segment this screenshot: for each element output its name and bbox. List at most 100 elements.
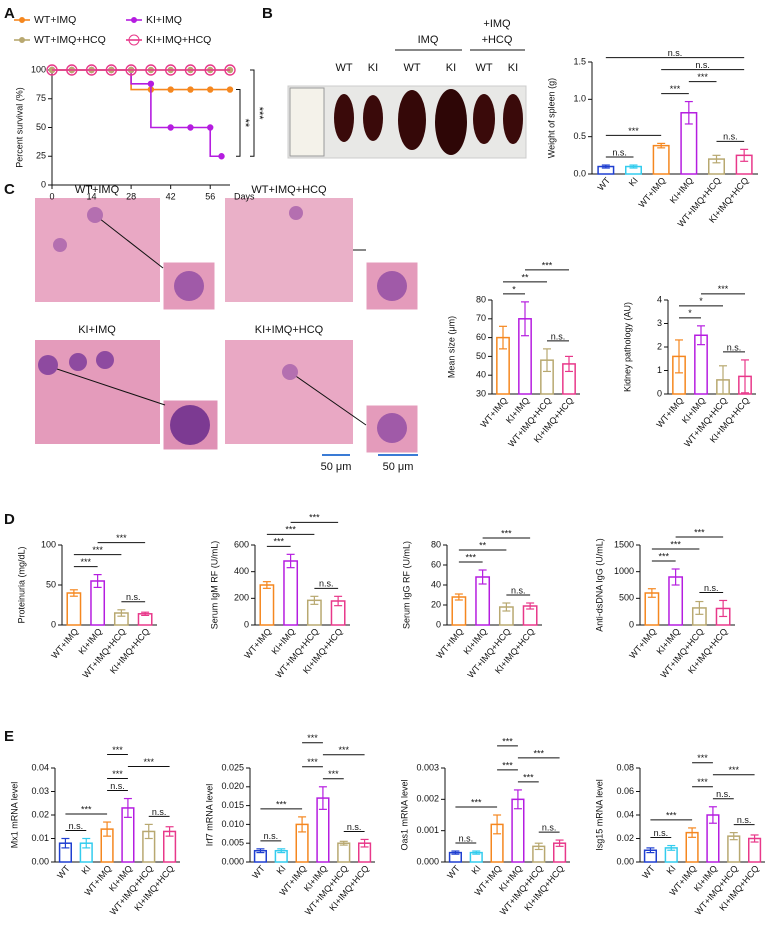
significance-label: *** <box>273 537 284 547</box>
significance-label: n.s. <box>69 821 84 831</box>
y-tick-label: 50 <box>46 579 56 589</box>
legend-marker <box>131 17 137 23</box>
y-axis-label: Serum IgG RF (U/mL) <box>401 541 411 629</box>
glomerulus <box>87 207 103 223</box>
significance-label: *** <box>628 126 639 136</box>
y-tick-label: 0.010 <box>221 819 244 829</box>
significance-label: * <box>688 308 692 318</box>
y-tick-label: 0.0 <box>573 168 586 178</box>
survival-marker <box>46 64 58 76</box>
x-tick-label: KI+IMQ <box>668 175 695 205</box>
glomerulus <box>38 355 58 375</box>
survival-marker <box>187 86 194 93</box>
y-tick-label: 1000 <box>614 566 634 576</box>
bar <box>66 592 82 626</box>
panel-label: A <box>4 5 15 22</box>
survival-line <box>52 69 230 91</box>
y-tick-label: 50 <box>36 122 46 132</box>
y-tick-label: 0 <box>244 619 249 629</box>
significance-label: n.s. <box>152 807 167 817</box>
significance-label: *** <box>143 757 154 767</box>
significance-label: n.s. <box>264 831 279 841</box>
survival-marker <box>147 80 155 88</box>
significance-label: ** <box>479 540 487 550</box>
lane-label: KI <box>368 62 378 74</box>
y-tick-label: 40 <box>476 370 486 380</box>
y-tick-label: 0.001 <box>416 825 439 835</box>
y-tick-label: 60 <box>431 559 441 569</box>
y-tick-label: 3 <box>657 318 662 328</box>
legend-label: WT+IMQ <box>34 14 76 26</box>
y-tick-label: 0.000 <box>416 856 439 866</box>
y-tick-label: 0.01 <box>31 833 49 843</box>
lane-label: WT <box>475 62 492 74</box>
survival-marker <box>224 64 236 76</box>
significance-label: n.s. <box>654 828 669 838</box>
y-tick-label: 0.03 <box>31 786 49 796</box>
y-tick-label: 500 <box>619 593 634 603</box>
survival-marker <box>204 64 216 76</box>
significance-bracket <box>236 89 241 157</box>
significance-label: *** <box>276 799 287 809</box>
significance-label: *** <box>112 745 123 755</box>
survival-marker <box>66 64 78 76</box>
significance-label: n.s. <box>319 579 334 589</box>
significance-label: *** <box>81 804 92 814</box>
bar <box>451 596 467 626</box>
x-tick-label: KI <box>79 863 92 876</box>
y-tick-label: 0.003 <box>416 762 439 772</box>
legend-label: KI+IMQ <box>146 14 182 26</box>
significance-label: *** <box>666 810 677 820</box>
histology-label: WT+IMQ+HCQ <box>251 184 327 196</box>
survival-marker <box>207 124 214 131</box>
significance-label: *** <box>670 84 681 94</box>
significance-label: *** <box>533 748 544 758</box>
significance-label: *** <box>116 533 127 543</box>
x-tick-label: WT <box>596 175 613 193</box>
significance-label: *** <box>253 107 265 121</box>
glomerulus <box>377 271 407 301</box>
significance-label: *** <box>670 539 681 549</box>
bar <box>337 842 351 863</box>
y-tick-label: 80 <box>431 539 441 549</box>
x-tick-label: WT+IMQ <box>434 626 465 660</box>
y-tick-label: 0 <box>629 619 634 629</box>
survival-marker <box>226 86 234 93</box>
significance-label: n.s. <box>542 822 557 832</box>
spleen <box>435 89 467 155</box>
survival-marker <box>207 86 214 93</box>
x-tick-label: WT+IMQ <box>478 395 509 429</box>
bar <box>283 560 299 626</box>
y-axis-label: Mean size (μm) <box>446 316 456 378</box>
y-tick-label: 0.025 <box>221 762 244 772</box>
survival-marker <box>218 153 225 160</box>
inset-line <box>94 214 164 269</box>
significance-label: * <box>512 284 516 294</box>
significance-label: n.s. <box>668 48 683 58</box>
significance-label: n.s. <box>704 583 719 593</box>
y-tick-label: 0 <box>436 619 441 629</box>
y-tick-label: 0 <box>51 619 56 629</box>
y-tick-label: 0.005 <box>221 838 244 848</box>
group-label: IMQ <box>418 34 439 46</box>
histology-label: WT+IMQ <box>75 184 120 196</box>
y-tick-label: 20 <box>431 599 441 609</box>
survival-marker <box>105 64 118 76</box>
significance-label: *** <box>697 753 708 763</box>
histology <box>35 198 419 456</box>
x-tick-label: 14 <box>87 191 97 201</box>
y-tick-label: 70 <box>476 313 486 323</box>
survival-marker <box>184 64 197 76</box>
lane-label: KI <box>446 62 456 74</box>
significance-label: *** <box>502 760 513 770</box>
significance-label: *** <box>697 72 708 82</box>
y-axis-label: Weight of spleen (g) <box>546 78 556 158</box>
significance-label: *** <box>542 260 553 270</box>
glomerulus <box>53 238 67 252</box>
y-tick-label: 0.04 <box>616 809 634 819</box>
y-tick-label: 0.02 <box>616 833 634 843</box>
x-tick-label: KI <box>274 863 287 876</box>
legend-label: KI+IMQ+HCQ <box>146 34 211 46</box>
